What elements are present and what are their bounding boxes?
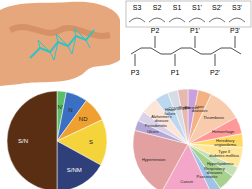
svg-text:S2': S2' bbox=[212, 4, 222, 11]
svg-text:S3': S3' bbox=[232, 4, 242, 11]
svg-text:S1: S1 bbox=[173, 4, 182, 11]
svg-text:S/NM: S/NM bbox=[67, 167, 82, 173]
svg-text:P3': P3' bbox=[230, 27, 240, 34]
svg-text:S3: S3 bbox=[133, 4, 142, 11]
svg-text:S/N: S/N bbox=[18, 138, 28, 144]
svg-text:Thrombosis: Thrombosis bbox=[203, 114, 224, 119]
svg-text:S2: S2 bbox=[153, 4, 162, 11]
svg-text:ND: ND bbox=[79, 116, 88, 122]
svg-text:S1': S1' bbox=[192, 4, 202, 11]
svg-text:Hemorrhage: Hemorrhage bbox=[212, 129, 235, 134]
html-text:diseases: diseases bbox=[206, 169, 223, 175]
svg-text:P3: P3 bbox=[131, 69, 140, 76]
svg-text:Hypertension: Hypertension bbox=[142, 156, 166, 161]
svg-text:N': N' bbox=[57, 104, 62, 110]
html-text:Alzheimer's: Alzheimer's bbox=[151, 113, 172, 119]
svg-text:P2': P2' bbox=[210, 69, 220, 76]
svg-text:Liverdiseases: Liverdiseases bbox=[192, 104, 208, 113]
svg-text:Stroke: Stroke bbox=[179, 104, 191, 109]
svg-text:P1: P1 bbox=[171, 69, 180, 76]
svg-text:Pancreatitis: Pancreatitis bbox=[197, 174, 218, 179]
svg-text:Type IIdiabetes mellitus: Type IIdiabetes mellitus bbox=[209, 149, 239, 158]
html-text:disease: disease bbox=[154, 117, 169, 123]
html-text:Heart: Heart bbox=[165, 106, 175, 112]
svg-text:P2: P2 bbox=[151, 27, 160, 34]
svg-text:Periodontitis: Periodontitis bbox=[145, 122, 167, 127]
svg-text:Hereditaryangioedema: Hereditaryangioedema bbox=[214, 137, 237, 146]
svg-text:P1': P1' bbox=[190, 27, 200, 34]
svg-text:Cancer: Cancer bbox=[180, 179, 194, 184]
svg-text:S: S bbox=[89, 139, 93, 145]
html-text:Respiratory: Respiratory bbox=[204, 165, 225, 171]
html-text:failure: failure bbox=[164, 110, 176, 116]
svg-text:Ulcers: Ulcers bbox=[147, 129, 158, 134]
svg-text:Hyperlipidemia: Hyperlipidemia bbox=[207, 161, 234, 166]
svg-text:N: N bbox=[68, 107, 72, 113]
